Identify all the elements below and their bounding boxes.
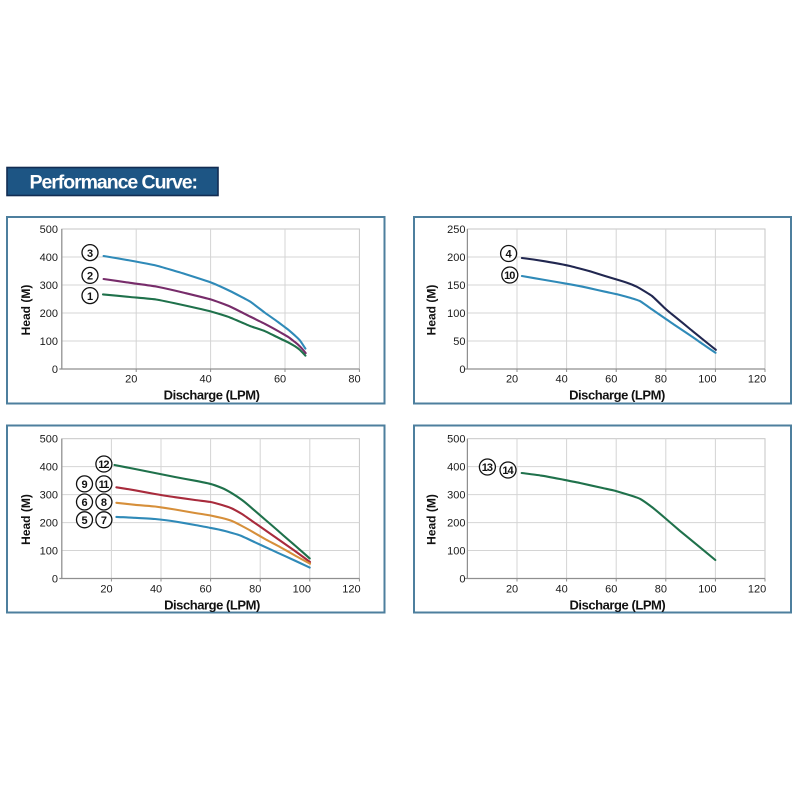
svg-text:14: 14	[502, 465, 514, 477]
svg-text:3: 3	[87, 248, 93, 260]
svg-text:Head (M): Head (M)	[425, 285, 439, 336]
svg-text:80: 80	[348, 374, 360, 386]
svg-text:20: 20	[100, 583, 112, 595]
svg-text:50: 50	[453, 336, 465, 348]
svg-text:500: 500	[447, 434, 465, 446]
svg-text:120: 120	[748, 583, 766, 595]
svg-text:500: 500	[40, 434, 58, 446]
svg-text:100: 100	[40, 336, 58, 348]
svg-text:80: 80	[655, 374, 667, 386]
svg-text:Discharge (LPM): Discharge (LPM)	[569, 388, 665, 403]
svg-text:100: 100	[293, 583, 311, 595]
svg-text:9: 9	[81, 479, 87, 491]
svg-text:12: 12	[98, 459, 109, 471]
svg-text:80: 80	[655, 583, 667, 595]
svg-text:Head (M): Head (M)	[19, 285, 33, 336]
svg-text:Performance Curve:: Performance Curve:	[30, 171, 198, 193]
svg-text:60: 60	[605, 583, 617, 595]
svg-text:2: 2	[87, 271, 93, 283]
svg-text:0: 0	[459, 574, 465, 586]
svg-text:500: 500	[40, 224, 58, 236]
svg-text:Discharge (LPM): Discharge (LPM)	[569, 597, 665, 612]
svg-text:40: 40	[556, 583, 568, 595]
svg-text:100: 100	[698, 583, 716, 595]
svg-text:Discharge (LPM): Discharge (LPM)	[164, 597, 260, 612]
svg-text:120: 120	[342, 583, 360, 595]
svg-text:Head (M): Head (M)	[425, 494, 439, 545]
svg-text:100: 100	[447, 308, 465, 320]
svg-text:300: 300	[40, 490, 58, 502]
svg-text:200: 200	[40, 518, 58, 530]
svg-text:40: 40	[556, 374, 568, 386]
svg-text:200: 200	[447, 518, 465, 530]
svg-text:0: 0	[459, 364, 465, 376]
svg-text:60: 60	[605, 374, 617, 386]
svg-text:150: 150	[447, 280, 465, 292]
svg-text:100: 100	[40, 546, 58, 558]
svg-text:0: 0	[52, 574, 58, 586]
svg-text:4: 4	[506, 249, 513, 261]
svg-text:20: 20	[125, 374, 137, 386]
svg-text:13: 13	[482, 462, 493, 474]
svg-text:40: 40	[200, 374, 212, 386]
svg-text:40: 40	[150, 583, 162, 595]
svg-text:11: 11	[99, 479, 110, 491]
svg-text:60: 60	[200, 583, 212, 595]
svg-text:200: 200	[447, 252, 465, 264]
svg-text:1: 1	[87, 291, 93, 303]
svg-text:250: 250	[447, 224, 465, 236]
svg-text:300: 300	[40, 280, 58, 292]
svg-text:400: 400	[40, 462, 58, 474]
svg-text:400: 400	[447, 462, 465, 474]
svg-text:300: 300	[447, 490, 465, 502]
svg-text:120: 120	[748, 374, 766, 386]
svg-text:200: 200	[40, 308, 58, 320]
svg-text:20: 20	[506, 374, 518, 386]
svg-text:7: 7	[101, 515, 107, 527]
svg-text:60: 60	[274, 374, 286, 386]
svg-text:Discharge (LPM): Discharge (LPM)	[164, 388, 260, 403]
svg-text:0: 0	[52, 364, 58, 376]
svg-text:100: 100	[447, 546, 465, 558]
svg-text:10: 10	[504, 270, 515, 282]
svg-text:100: 100	[698, 374, 716, 386]
svg-text:8: 8	[101, 497, 107, 509]
svg-text:400: 400	[40, 252, 58, 264]
svg-text:20: 20	[506, 583, 518, 595]
svg-text:80: 80	[249, 583, 261, 595]
svg-text:Head (M): Head (M)	[19, 494, 33, 545]
svg-text:6: 6	[81, 497, 87, 509]
svg-text:5: 5	[81, 515, 87, 527]
